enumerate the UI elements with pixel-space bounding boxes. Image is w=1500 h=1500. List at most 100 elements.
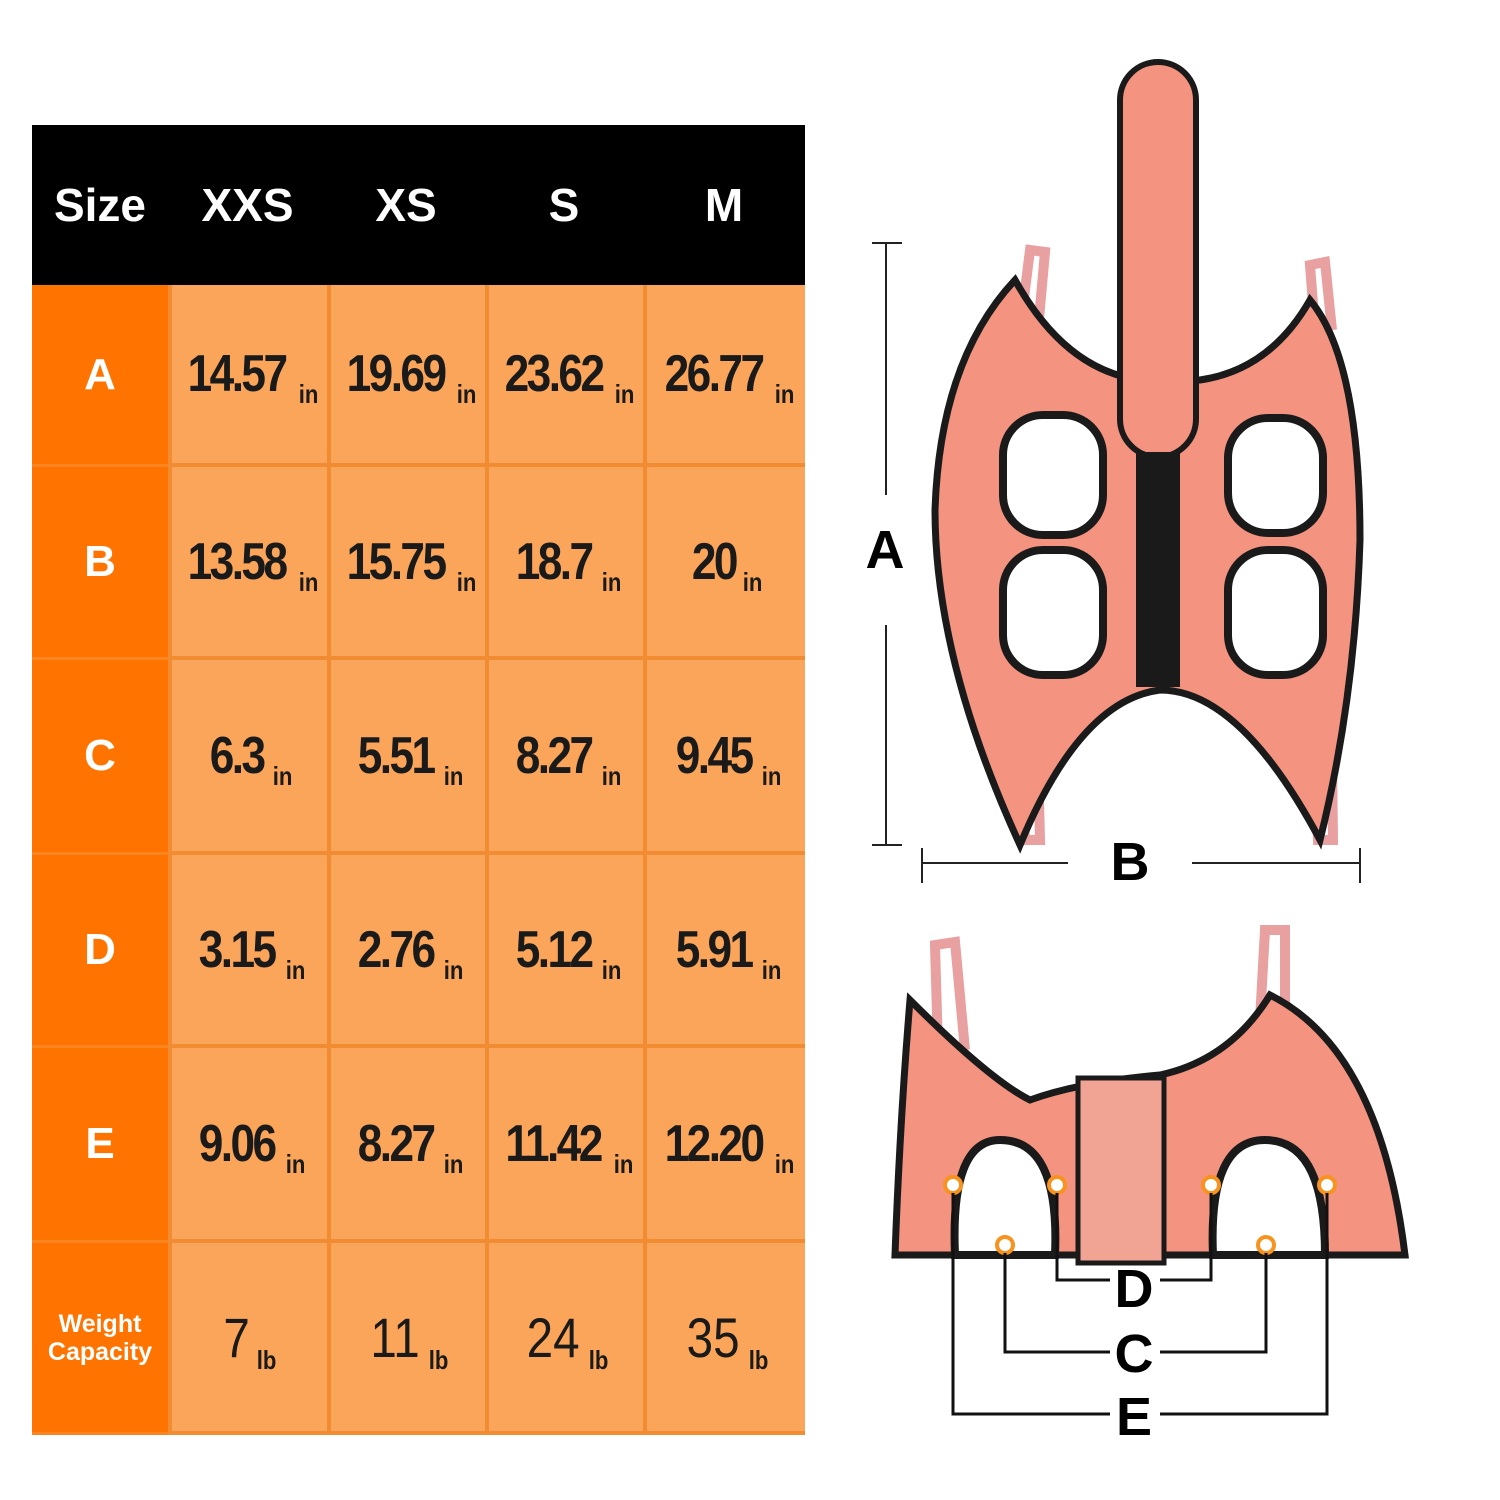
header-xxs: XXS [201, 179, 294, 231]
harness-strap [1075, 1075, 1167, 1266]
cell-unit: in [443, 1148, 464, 1179]
cell-unit: in [774, 1148, 795, 1179]
row-label: Weight Capacity [32, 1243, 168, 1435]
table-cell: 23.62 in [485, 285, 643, 467]
table-cell: 3.15 in [168, 855, 327, 1048]
strap-loop [1255, 925, 1290, 1021]
cell-unit: in [456, 566, 477, 597]
measure-point [1317, 1175, 1337, 1195]
cell-unit: in [285, 954, 305, 985]
cell-value: 19.69 [346, 345, 447, 403]
dimension-a [872, 242, 902, 846]
table-header: Size XXS XS S M [32, 125, 805, 285]
table-cell: 11 lb [327, 1243, 485, 1435]
cell-value: 11.42 [505, 1114, 604, 1173]
cell-value: 20 [691, 532, 738, 591]
table-cell: 11.42 in [485, 1048, 643, 1243]
cell-value: 11 [370, 1305, 421, 1369]
cell-unit: lb [428, 1344, 448, 1375]
header-s: S [548, 179, 580, 231]
strap-loop [929, 936, 970, 1051]
cell-unit: in [298, 379, 318, 409]
cell-value: 8.27 [515, 726, 594, 785]
cell-value: 3.15 [199, 920, 277, 979]
cell-unit: lb [748, 1344, 768, 1375]
row-label: C [32, 660, 168, 855]
leg-hole [999, 411, 1107, 539]
label-d: D [1115, 1259, 1154, 1319]
table-cell: 9.45 in [643, 660, 805, 855]
measure-point [995, 1235, 1015, 1255]
harness-strap [1117, 59, 1199, 460]
cell-unit: in [601, 760, 622, 791]
cell-value: 5.12 [515, 920, 594, 979]
cell-unit: in [443, 954, 464, 985]
row-label: A [32, 285, 168, 467]
cell-unit: in [614, 379, 635, 409]
cell-unit: in [761, 954, 782, 985]
label-b: B [1111, 832, 1150, 892]
row-label: B [32, 467, 168, 660]
cell-unit: in [272, 760, 292, 791]
table-cell: 18.7 in [485, 467, 643, 660]
table-cell: 15.75 in [327, 467, 485, 660]
measure-point [943, 1175, 963, 1195]
leg-hole [999, 546, 1107, 679]
cell-unit: in [613, 1148, 633, 1179]
table-cell: 6.3 in [168, 660, 327, 855]
table-cell: 13.58 in [168, 467, 327, 660]
cell-value: 14.57 [188, 345, 288, 403]
cell-unit: in [743, 566, 763, 597]
harness-side-view [891, 925, 1409, 1266]
cell-value: 5.91 [675, 920, 754, 979]
cell-value: 35 [686, 1305, 740, 1369]
table-row: D 3.15 in 2.76 in 5.12 in 5.91 in [32, 855, 805, 1048]
cell-unit: lb [256, 1344, 276, 1375]
table-row: E 9.06 in 8.27 in 11.42 in 12.20 in [32, 1048, 805, 1243]
strap-loop [1015, 244, 1051, 331]
table-cell: 35 lb [643, 1243, 805, 1435]
table-cell: 26.77 in [643, 285, 805, 467]
cell-value: 9.45 [675, 726, 754, 785]
dimension-c [1003, 1253, 1268, 1354]
size-chart-table: Size XXS XS S M A 14.57 in 19.69 in 23.62 in 26… [32, 125, 805, 1435]
table-cell: 5.91 in [643, 855, 805, 1048]
cell-value: 18.7 [515, 532, 594, 591]
measure-point [1047, 1175, 1067, 1195]
label-a: A [866, 520, 905, 580]
table-cell: 5.51 in [327, 660, 485, 855]
table-row: Weight Capacity 7 lb 11 lb 24 lb 35 lb [32, 1243, 805, 1435]
cell-unit: in [601, 954, 622, 985]
table-cell: 9.06 in [168, 1048, 327, 1243]
cell-value: 2.76 [357, 920, 436, 979]
cell-value: 5.51 [357, 726, 436, 785]
table-cell: 8.27 in [485, 660, 643, 855]
cell-unit: in [774, 379, 795, 409]
header-m: M [704, 179, 744, 231]
cell-unit: lb [588, 1344, 608, 1375]
cell-value: 7 [223, 1305, 251, 1369]
cell-value: 9.06 [199, 1114, 277, 1173]
cell-value: 13.58 [188, 532, 288, 591]
header-xs: XS [375, 179, 437, 231]
table-cell: 12.20 in [643, 1048, 805, 1243]
leg-hole [1224, 414, 1327, 537]
cell-value: 15.75 [346, 532, 447, 591]
table-row: A 14.57 in 19.69 in 23.62 in 26.77 in [32, 285, 805, 467]
table-row: C 6.3 in 5.51 in 8.27 in 9.45 in [32, 660, 805, 855]
dimension-d [1055, 1193, 1213, 1282]
cell-value: 6.3 [210, 726, 266, 785]
row-label: D [32, 855, 168, 1048]
table-cell: 20 in [643, 467, 805, 660]
cell-unit: in [298, 566, 318, 597]
cell-unit: in [456, 379, 477, 409]
table-cell: 2.76 in [327, 855, 485, 1048]
leg-hole [1224, 546, 1327, 679]
table-cell: 5.12 in [485, 855, 643, 1048]
dimension-b [921, 848, 1361, 883]
row-label: E [32, 1048, 168, 1243]
table-cell: 14.57 in [168, 285, 327, 467]
cell-unit: in [285, 1148, 305, 1179]
measure-point [1201, 1175, 1221, 1195]
harness-top-view [931, 59, 1364, 854]
